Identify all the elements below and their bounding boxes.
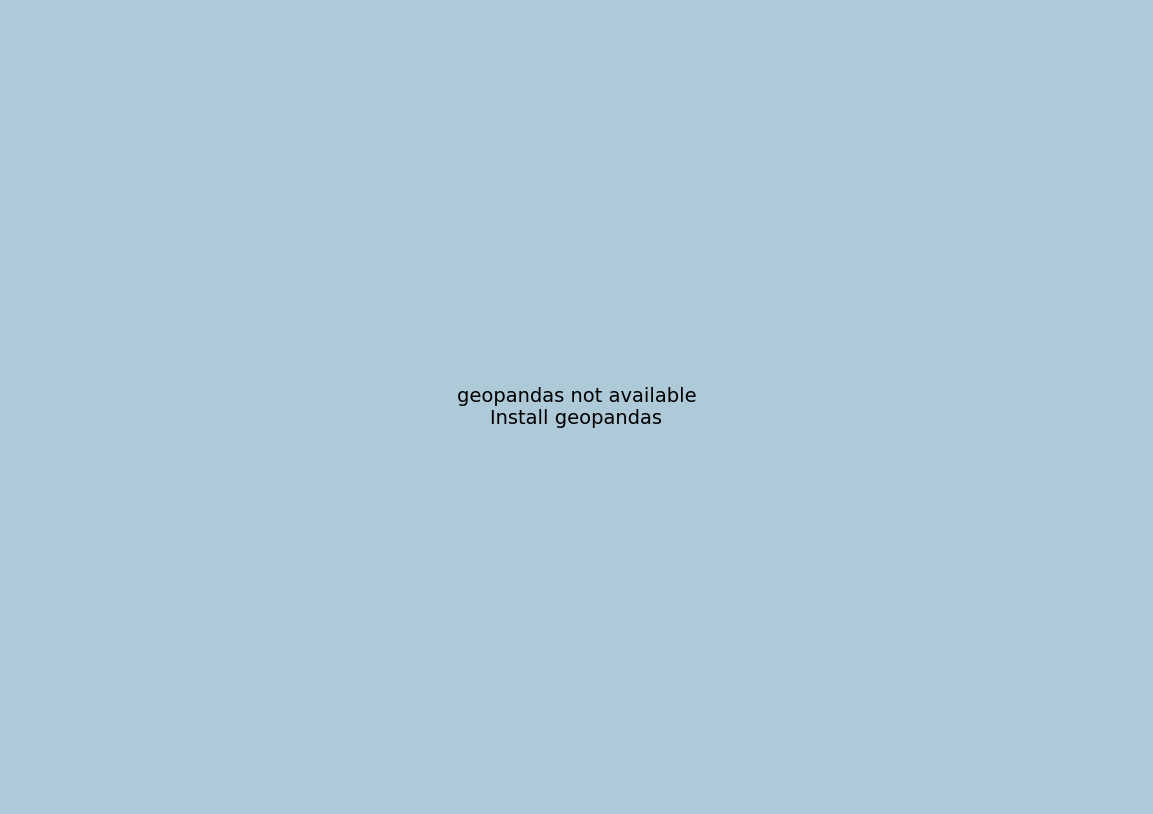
Text: geopandas not available
Install geopandas: geopandas not available Install geopanda…: [457, 387, 696, 427]
